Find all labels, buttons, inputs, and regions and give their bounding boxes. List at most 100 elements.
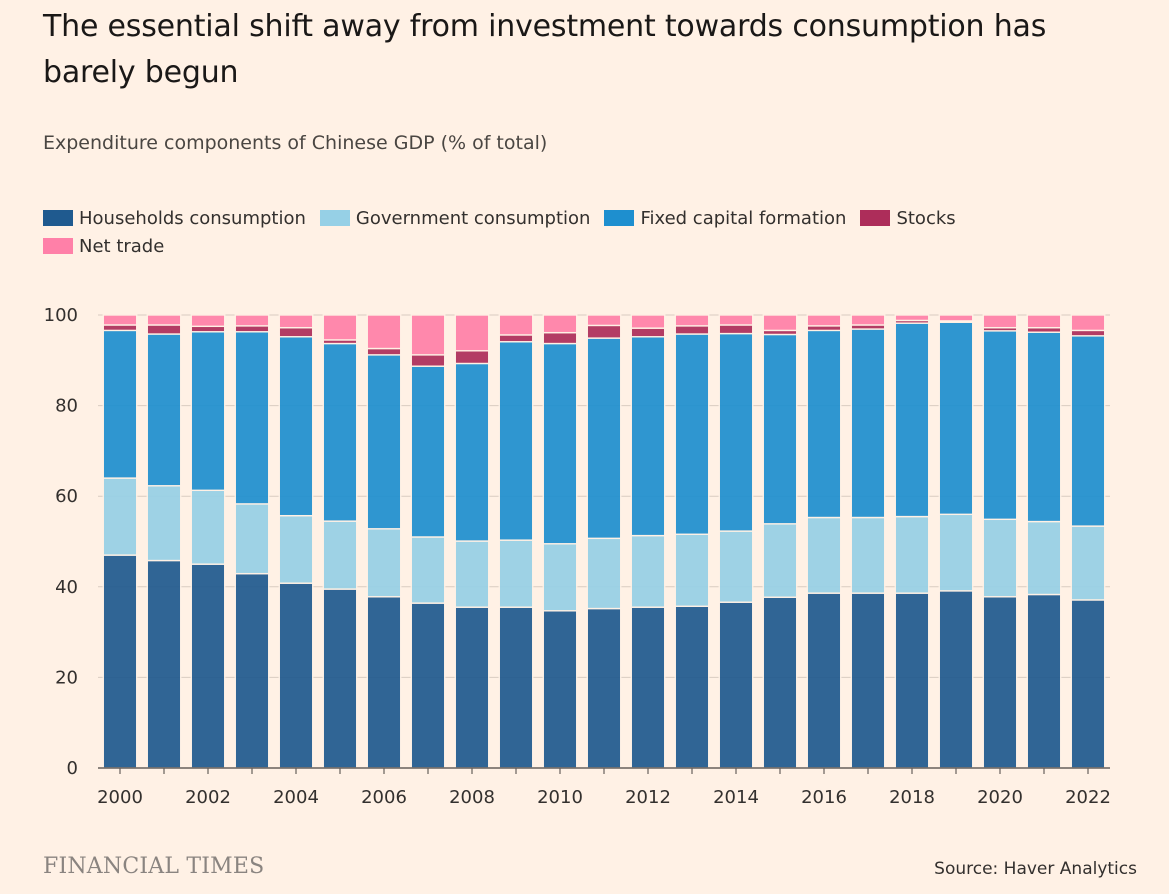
legend-item-3: Stocks — [860, 206, 956, 230]
legend-swatch-1 — [319, 210, 350, 226]
y-tick-label-20: 20 — [55, 667, 78, 688]
bar-2007-series-3 — [410, 354, 446, 367]
bar-2008-series-2 — [454, 362, 490, 542]
bar-2013-series-0 — [674, 605, 710, 769]
bar-2016-series-0 — [806, 592, 842, 769]
bar-2020-series-4 — [982, 314, 1018, 329]
bar-2010-series-3 — [542, 331, 578, 345]
bar-2005-series-2 — [322, 342, 358, 522]
x-tick-label-2010: 2010 — [537, 787, 583, 808]
bar-2006-series-4 — [366, 314, 402, 350]
x-tick-label-2014: 2014 — [713, 787, 759, 808]
bar-2017-series-4 — [850, 314, 886, 326]
x-tick-label-2006: 2006 — [361, 787, 407, 808]
bar-2009-series-1 — [498, 539, 534, 608]
bar-2000-series-0 — [102, 554, 138, 769]
bar-2018-series-1 — [894, 515, 930, 594]
bar-2015-series-0 — [762, 596, 798, 769]
bar-2001-series-0 — [146, 559, 182, 769]
bar-2006-series-0 — [366, 596, 402, 769]
bar-2006-series-2 — [366, 354, 402, 530]
bar-2013-series-2 — [674, 333, 710, 535]
bar-2014-series-0 — [718, 601, 754, 769]
bar-2001-series-4 — [146, 314, 182, 326]
bar-2014-series-1 — [718, 530, 754, 603]
legend-item-2: Fixed capital formation — [604, 206, 846, 230]
bar-2004-series-4 — [278, 314, 314, 329]
source-note: Source: Haver Analytics — [934, 859, 1137, 879]
bar-2008-series-0 — [454, 606, 490, 769]
x-tick-label-2000: 2000 — [97, 787, 143, 808]
chart-legend: Households consumption Government consump… — [43, 206, 1043, 258]
x-tick-label-2012: 2012 — [625, 787, 671, 808]
bar-2022-series-2 — [1070, 335, 1106, 527]
bar-2021-series-2 — [1026, 331, 1062, 523]
bar-2005-series-1 — [322, 520, 358, 590]
bar-2000-series-4 — [102, 314, 138, 326]
bar-2001-series-2 — [146, 333, 182, 487]
bar-2002-series-4 — [190, 314, 226, 328]
bar-2006-series-3 — [366, 347, 402, 356]
ft-logo: FINANCIAL TIMES — [43, 854, 265, 879]
bar-2017-series-0 — [850, 592, 886, 769]
bar-2019-series-4 — [938, 314, 974, 322]
bar-2016-series-2 — [806, 329, 842, 519]
bar-2015-series-2 — [762, 333, 798, 525]
bar-2022-series-4 — [1070, 314, 1106, 332]
bar-2013-series-1 — [674, 533, 710, 607]
chart-title: The essential shift away from investment… — [43, 9, 1047, 90]
bar-2012-series-0 — [630, 606, 666, 769]
bar-2021-series-0 — [1026, 593, 1062, 769]
bar-2003-series-4 — [234, 314, 270, 327]
y-tick-label-60: 60 — [55, 486, 78, 507]
bar-2012-series-3 — [630, 327, 666, 338]
bar-2011-series-0 — [586, 607, 622, 769]
bar-2003-series-1 — [234, 503, 270, 575]
bar-2007-series-2 — [410, 365, 446, 538]
bar-2003-series-2 — [234, 331, 270, 505]
bar-2019-series-2 — [938, 321, 974, 516]
bar-2002-series-3 — [190, 325, 226, 333]
legend-swatch-3 — [860, 210, 891, 226]
bar-2020-series-1 — [982, 518, 1018, 598]
bar-2010-series-0 — [542, 610, 578, 769]
legend-label-1: Government consumption — [355, 207, 591, 229]
bar-2000-series-3 — [102, 324, 138, 332]
bar-2004-series-1 — [278, 514, 314, 584]
bar-2019-series-0 — [938, 590, 974, 769]
bar-2022-series-0 — [1070, 599, 1106, 769]
bar-2007-series-4 — [410, 314, 446, 356]
bar-2012-series-2 — [630, 336, 666, 537]
x-tick-label-2018: 2018 — [889, 787, 935, 808]
bar-2014-series-2 — [718, 332, 754, 532]
bar-2010-series-4 — [542, 314, 578, 334]
bar-2016-series-1 — [806, 516, 842, 594]
bar-2011-series-1 — [586, 537, 622, 610]
bar-2002-series-2 — [190, 331, 226, 492]
x-tick-label-2004: 2004 — [273, 787, 319, 808]
legend-label-4: Net trade — [79, 235, 165, 257]
legend-item-0: Households consumption — [43, 206, 306, 230]
legend-swatch-0 — [43, 210, 73, 226]
legend-item-1: Government consumption — [319, 206, 591, 230]
x-tick-label-2016: 2016 — [801, 787, 847, 808]
bar-2007-series-1 — [410, 536, 446, 604]
legend-label-2: Fixed capital formation — [640, 207, 847, 229]
chart-subtitle: Expenditure components of Chinese GDP (%… — [43, 132, 548, 154]
bar-2009-series-2 — [498, 341, 534, 541]
legend-swatch-4 — [43, 238, 73, 254]
bar-2013-series-3 — [674, 325, 710, 335]
bar-2012-series-1 — [630, 534, 666, 608]
bar-2000-series-1 — [102, 477, 138, 556]
bar-2007-series-0 — [410, 602, 446, 769]
bar-2001-series-1 — [146, 485, 182, 562]
bar-2003-series-3 — [234, 325, 270, 333]
bar-2011-series-3 — [586, 324, 622, 339]
bar-2017-series-2 — [850, 328, 886, 519]
bar-2009-series-3 — [498, 334, 534, 343]
bar-2001-series-3 — [146, 324, 182, 335]
x-tick-label-2002: 2002 — [185, 787, 231, 808]
bar-2021-series-4 — [1026, 314, 1062, 329]
y-tick-label-40: 40 — [55, 577, 78, 598]
bar-2008-series-4 — [454, 314, 490, 352]
